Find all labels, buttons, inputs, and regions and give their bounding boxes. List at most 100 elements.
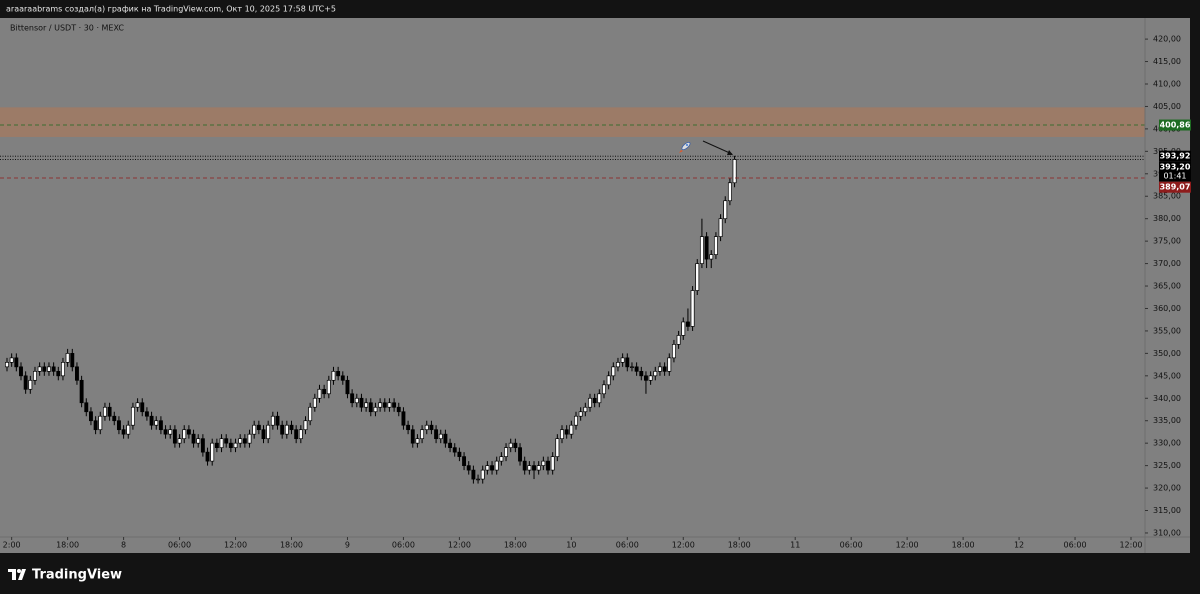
x-tick-label: 12:00 [672, 541, 695, 550]
candle-body [546, 460, 550, 471]
y-tick-label: 345,00 [1153, 371, 1181, 380]
candle-body [65, 353, 70, 363]
candle-body [560, 429, 564, 440]
candle-body [699, 236, 704, 264]
candle-body [210, 442, 215, 462]
y-tick-label: 365,00 [1153, 282, 1181, 291]
candle-body [364, 402, 369, 408]
candle-body [588, 397, 592, 408]
x-tick-label: 18:00 [280, 541, 303, 550]
candle-body [303, 420, 308, 431]
candle-body [93, 420, 98, 431]
candle-body [494, 460, 499, 471]
candle-body [676, 335, 681, 345]
candle-body [476, 478, 481, 481]
price-label-box [1159, 119, 1191, 131]
candle-body [420, 429, 425, 440]
candle-body [518, 447, 522, 462]
y-tick-label: 330,00 [1153, 439, 1181, 448]
x-tick-label: 8 [121, 541, 126, 550]
price-label: 400,86 [1160, 121, 1191, 130]
candle-body [51, 366, 56, 372]
candle-body [340, 375, 345, 381]
candle-body [569, 424, 574, 435]
rocket-icon [679, 141, 691, 153]
candle-body [574, 415, 578, 426]
candle-body [242, 438, 247, 444]
y-tick-label: 375,00 [1153, 237, 1181, 246]
y-tick-label: 355,00 [1153, 326, 1181, 335]
candle-body [410, 429, 415, 444]
x-tick-label: 11 [790, 541, 800, 550]
y-tick-label: 360,00 [1153, 304, 1181, 313]
candle-body [359, 397, 364, 408]
candle-body [79, 379, 84, 404]
candle-body [70, 353, 75, 368]
candle-body [466, 465, 471, 471]
y-tick-label: 335,00 [1153, 416, 1181, 425]
candle-body [499, 456, 504, 462]
y-tick-label: 405,00 [1153, 102, 1181, 111]
candle-body [657, 366, 662, 372]
countdown-label: 01:41 [1163, 172, 1186, 181]
candle-body [532, 465, 536, 471]
candle-body [14, 357, 19, 368]
y-tick-label: 350,00 [1153, 349, 1181, 358]
x-tick-label: 2:00 [3, 541, 21, 550]
candle-body [186, 429, 191, 435]
candle-body [331, 370, 336, 381]
candle-body [345, 379, 350, 395]
candle-body [224, 438, 229, 444]
candle-body [485, 465, 490, 471]
candle-body [196, 438, 201, 444]
candle-body [350, 393, 355, 404]
candle-body [275, 415, 280, 426]
candle-body [252, 424, 257, 435]
y-tick-label: 415,00 [1153, 57, 1181, 66]
candle-body [434, 429, 439, 440]
candle-body [415, 438, 420, 444]
candle-body [312, 397, 317, 408]
candle-body [135, 402, 140, 408]
candle-body [154, 420, 159, 426]
candle-body [429, 424, 434, 431]
candle-body [317, 388, 322, 399]
candle-body [284, 424, 289, 435]
y-tick-label: 325,00 [1153, 461, 1181, 470]
y-tick-label: 340,00 [1153, 394, 1181, 403]
candle-body [396, 406, 401, 413]
candle-body [308, 406, 313, 422]
x-tick-label: 18:00 [504, 541, 527, 550]
candle-body [550, 456, 555, 471]
candle-body [597, 393, 602, 404]
candle-body [448, 442, 453, 449]
candle-body [727, 182, 732, 202]
candle-body [662, 366, 667, 372]
candle-body [144, 411, 149, 417]
candle-body [56, 370, 61, 377]
candle-body [527, 465, 532, 471]
candle-body [19, 366, 23, 377]
x-tick-label: 12:00 [1119, 541, 1142, 550]
candle-body [238, 438, 243, 444]
candle-body [387, 402, 392, 408]
candle-body [23, 375, 28, 390]
candle-body [718, 218, 723, 237]
candle-body [107, 406, 112, 417]
candle-body [200, 438, 205, 453]
price-label-box [1159, 161, 1191, 182]
candle-body [424, 424, 429, 431]
candle-body [606, 375, 611, 386]
arrow-annotation [702, 140, 733, 155]
candle-body [392, 402, 397, 408]
candle-body [373, 406, 378, 413]
x-tick-label: 12:00 [224, 541, 247, 550]
candle-body [322, 388, 327, 395]
y-tick-label: 370,00 [1153, 259, 1181, 268]
candle-body [33, 370, 37, 381]
candle-body [126, 424, 131, 435]
x-tick-label: 18:00 [952, 541, 975, 550]
candle-body [172, 429, 177, 444]
candle-body [261, 429, 266, 440]
candle-body [644, 375, 648, 381]
